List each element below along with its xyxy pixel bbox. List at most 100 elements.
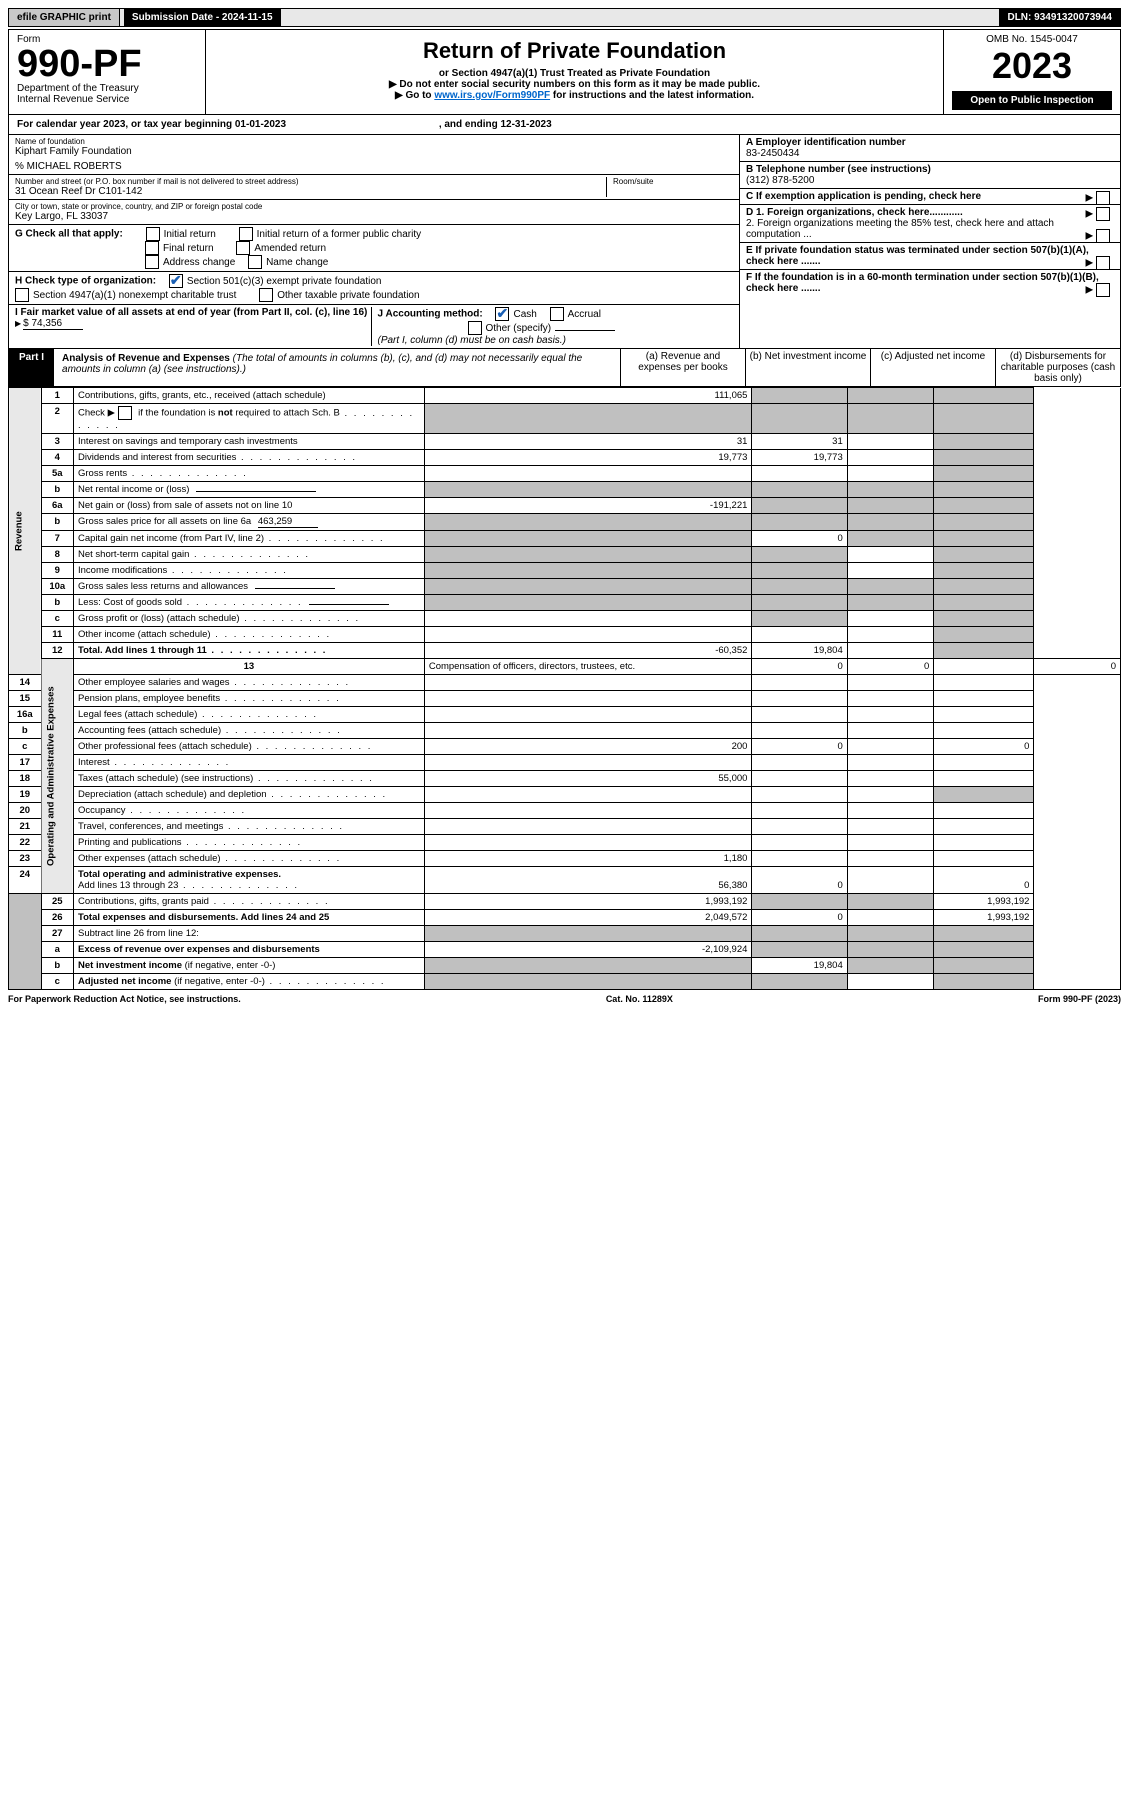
part1-badge: Part I [9,349,54,386]
line-desc: Other employee salaries and wages [74,675,425,691]
table-row: 2 Check ▶ if the foundation is not requi… [9,404,1121,434]
table-row: 20 Occupancy [9,803,1121,819]
expenses-section-label: Operating and Administrative Expenses [41,659,74,894]
line-no: 7 [41,531,74,547]
col-b-header: (b) Net investment income [745,349,870,386]
g5-label: Address change [163,257,235,268]
table-row: 8 Net short-term capital gain [9,547,1121,563]
d1-label: D 1. Foreign organizations, check here..… [746,207,963,218]
d2-label: 2. Foreign organizations meeting the 85%… [746,218,1054,240]
line-no: c [41,611,74,627]
amended-return-checkbox[interactable] [236,241,250,255]
j1-label: Cash [513,309,536,320]
c-label: C If exemption application is pending, c… [746,191,981,202]
h1-label: Section 501(c)(3) exempt private foundat… [187,276,382,287]
table-row: b Accounting fees (attach schedule) [9,723,1121,739]
f-label: F If the foundation is in a 60-month ter… [746,272,1099,294]
form-ref: Form 990-PF (2023) [1038,994,1121,1004]
initial-return-checkbox[interactable] [146,227,160,241]
foreign-org-checkbox[interactable] [1096,207,1110,221]
name-change-checkbox[interactable] [248,255,262,269]
efile-print-button[interactable]: efile GRAPHIC print [9,9,120,26]
arrow-icon: ▶ [1086,209,1094,220]
form990pf-link[interactable]: www.irs.gov/Form990PF [434,90,550,101]
col-a-val: -2,109,924 [424,942,752,958]
table-row: b Gross sales price for all assets on li… [9,514,1121,531]
line-desc: Gross sales less returns and allowances [74,579,425,595]
ein-value: 83-2450434 [746,148,1114,159]
line-no: 17 [9,755,42,771]
j3-label: Other (specify) [486,323,552,334]
line-no: 14 [9,675,42,691]
line-no: 24 [9,867,42,894]
calyear-begin: For calendar year 2023, or tax year begi… [17,119,286,130]
line-desc: Legal fees (attach schedule) [74,707,425,723]
line-no: 6a [41,498,74,514]
g6-label: Name change [266,257,328,268]
col-b-val: 19,804 [752,643,847,659]
table-row: b Less: Cost of goods sold [9,595,1121,611]
60month-checkbox[interactable] [1096,283,1110,297]
foundation-name: Kiphart Family Foundation [15,146,733,157]
col-d-val: 0 [934,739,1034,755]
arrow-icon: ▶ [1086,193,1094,204]
line-no: c [9,739,42,755]
part1-table: Revenue 1 Contributions, gifts, grants, … [8,387,1121,990]
g2-label: Initial return of a former public charit… [257,229,422,240]
g1-label: Initial return [164,229,216,240]
j-note: (Part I, column (d) must be on cash basi… [378,335,566,346]
col-d-val: 0 [1034,659,1121,675]
501c3-checkbox[interactable] [169,274,183,288]
line-desc: Total. Add lines 1 through 11 [74,643,425,659]
h2-label: Section 4947(a)(1) nonexempt charitable … [33,290,236,301]
col-a-val: 200 [424,739,752,755]
omb-number: OMB No. 1545-0047 [952,34,1112,45]
line-desc: Interest on savings and temporary cash i… [74,434,425,450]
h3-label: Other taxable private foundation [277,290,419,301]
line-desc: Interest [74,755,425,771]
foreign-85pct-checkbox[interactable] [1096,229,1110,243]
line-desc: Compensation of officers, directors, tru… [424,659,752,675]
table-row: b Net investment income (if negative, en… [9,958,1121,974]
line-desc: Dividends and interest from securities [74,450,425,466]
col-b-val: 19,773 [752,450,847,466]
table-row: Revenue 1 Contributions, gifts, grants, … [9,388,1121,404]
line-desc: Excess of revenue over expenses and disb… [74,942,425,958]
line-desc: Accounting fees (attach schedule) [74,723,425,739]
other-method-checkbox[interactable] [468,321,482,335]
initial-former-checkbox[interactable] [239,227,253,241]
table-row: 12 Total. Add lines 1 through 11 -60,352… [9,643,1121,659]
cash-checkbox[interactable] [495,307,509,321]
ein-label: A Employer identification number [746,137,1114,148]
line-no: 4 [41,450,74,466]
final-return-checkbox[interactable] [145,241,159,255]
line-no: a [41,942,74,958]
paperwork-notice: For Paperwork Reduction Act Notice, see … [8,994,241,1004]
line-no: 12 [41,643,74,659]
i-label: I Fair market value of all assets at end… [15,307,367,318]
line-no: 23 [9,851,42,867]
name-label: Name of foundation [15,137,733,146]
city-state-zip: Key Largo, FL 33037 [15,211,733,222]
goto-pre: ▶ Go to [395,90,434,101]
line-no: 21 [9,819,42,835]
calendar-year-line: For calendar year 2023, or tax year begi… [9,115,1120,134]
table-row: 19 Depreciation (attach schedule) and de… [9,787,1121,803]
address-change-checkbox[interactable] [145,255,159,269]
4947a1-checkbox[interactable] [15,288,29,302]
other-taxable-checkbox[interactable] [259,288,273,302]
col-a-val: -60,352 [424,643,752,659]
accrual-checkbox[interactable] [550,307,564,321]
table-row: 11 Other income (attach schedule) [9,627,1121,643]
sch-b-checkbox[interactable] [118,406,132,420]
top-bar: efile GRAPHIC print Submission Date - 20… [8,8,1121,27]
status-terminated-checkbox[interactable] [1096,256,1110,270]
exemption-pending-checkbox[interactable] [1096,191,1110,205]
col-b-val: 0 [847,659,934,675]
line-no: 20 [9,803,42,819]
irs-label: Internal Revenue Service [17,94,197,105]
table-row: 27 Subtract line 26 from line 12: [9,926,1121,942]
col-a-val: 111,065 [424,388,752,404]
line-desc: Printing and publications [74,835,425,851]
table-row: 7 Capital gain net income (from Part IV,… [9,531,1121,547]
